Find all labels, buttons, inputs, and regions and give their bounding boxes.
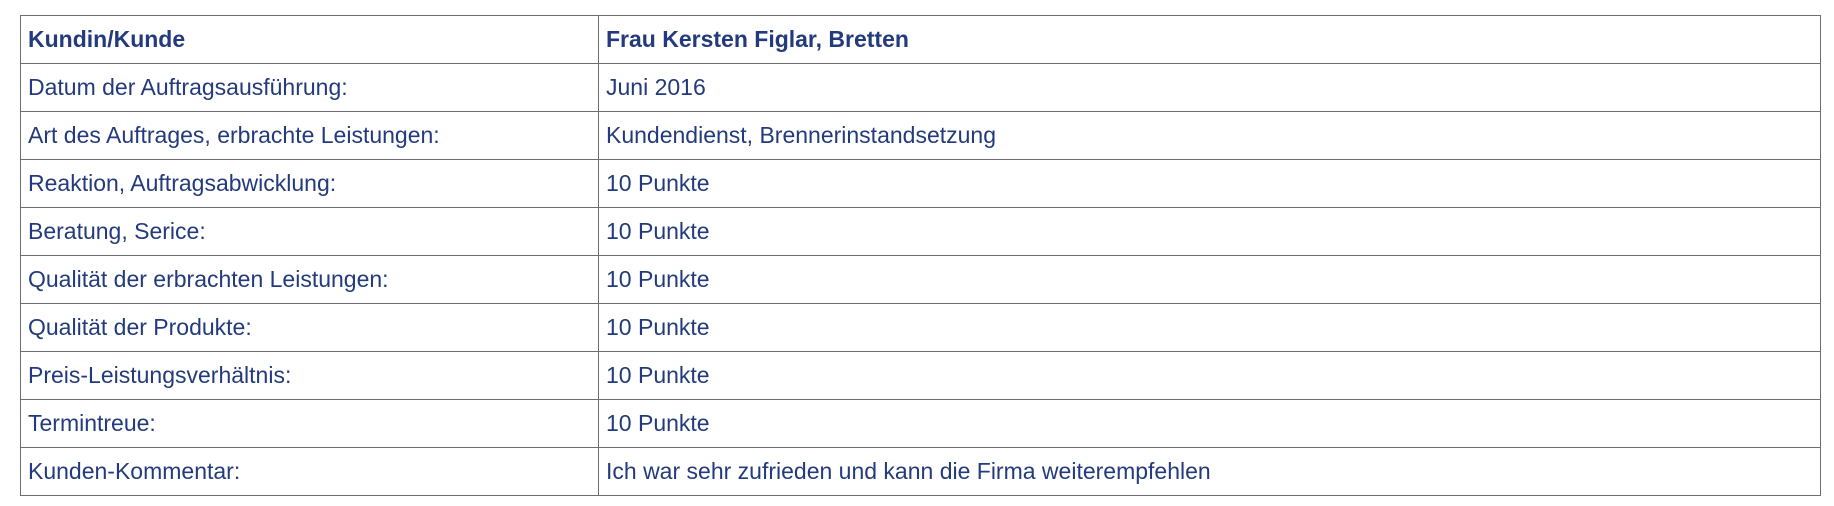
row-label: Termintreue: [20, 399, 599, 448]
row-value: 10 Punkte [598, 399, 1821, 448]
customer-comment: Ich war sehr zufrieden und kann die Firm… [598, 447, 1821, 496]
row-label: Qualität der erbrachten Leistungen: [20, 255, 599, 304]
row-label: Beratung, Serice: [20, 207, 599, 256]
table-row: Datum der Auftragsausführung: Juni 2016 [20, 63, 1821, 112]
row-label: Preis-Leistungsverhältnis: [20, 351, 599, 400]
table-row: Reaktion, Auftragsabwicklung: 10 Punkte [20, 159, 1821, 208]
row-label: Qualität der Produkte: [20, 303, 599, 352]
table-row: Qualität der Produkte: 10 Punkte [20, 303, 1821, 352]
table-row: Termintreue: 10 Punkte [20, 399, 1821, 448]
row-label: Art des Auftrages, erbrachte Leistungen: [20, 111, 599, 160]
row-value: 10 Punkte [598, 351, 1821, 400]
table-row: Preis-Leistungsverhältnis: 10 Punkte [20, 351, 1821, 400]
row-value: Juni 2016 [598, 63, 1821, 112]
row-label: Kunden-Kommentar: [20, 447, 599, 496]
header-label: Kundin/Kunde [20, 15, 599, 64]
table-row: Qualität der erbrachten Leistungen: 10 P… [20, 255, 1821, 304]
row-value: Kundendienst, Brennerinstandsetzung [598, 111, 1821, 160]
customer-name: Frau Kersten Figlar, Bretten [598, 15, 1821, 64]
review-table: Kundin/Kunde Frau Kersten Figlar, Brette… [20, 15, 1821, 496]
row-value: 10 Punkte [598, 255, 1821, 304]
row-value: 10 Punkte [598, 207, 1821, 256]
table-header-row: Kundin/Kunde Frau Kersten Figlar, Brette… [20, 15, 1821, 64]
row-label: Reaktion, Auftragsabwicklung: [20, 159, 599, 208]
row-label: Datum der Auftragsausführung: [20, 63, 599, 112]
row-value: 10 Punkte [598, 159, 1821, 208]
row-value: 10 Punkte [598, 303, 1821, 352]
table-row: Art des Auftrages, erbrachte Leistungen:… [20, 111, 1821, 160]
review-container: Kundin/Kunde Frau Kersten Figlar, Brette… [20, 15, 1821, 496]
table-row: Beratung, Serice: 10 Punkte [20, 207, 1821, 256]
table-row: Kunden-Kommentar: Ich war sehr zufrieden… [20, 447, 1821, 496]
